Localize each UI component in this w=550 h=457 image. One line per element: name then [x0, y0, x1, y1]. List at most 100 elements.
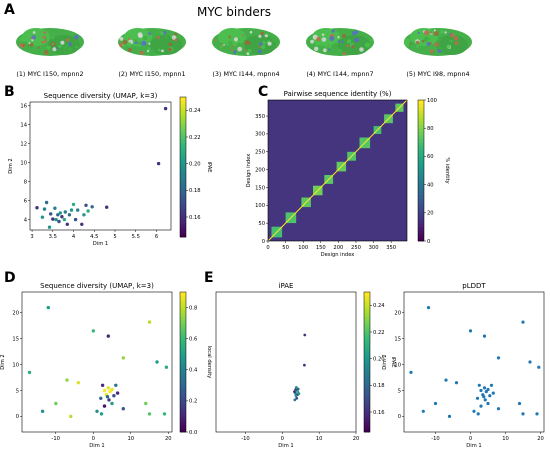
structure-caption-3: (3) MYC I144, mpnn4	[212, 70, 279, 78]
colorbar-segment	[418, 117, 424, 122]
data-point	[27, 370, 32, 375]
colorbar-segment	[180, 414, 186, 419]
structure-atom	[157, 33, 160, 36]
colorbar-segment	[180, 418, 186, 422]
colorbar-segment	[418, 195, 424, 200]
structure-atom	[127, 47, 133, 53]
data-point	[99, 412, 104, 416]
structure-atom	[233, 50, 237, 54]
colorbar-segment	[180, 383, 186, 387]
y-tick-label: 150	[255, 185, 265, 191]
structure-atom	[41, 37, 45, 42]
structure-atom	[135, 36, 138, 39]
colorbar-segment	[180, 125, 186, 129]
data-point	[47, 225, 52, 229]
structure-image-2	[118, 28, 186, 56]
x-tick-label: 150	[316, 245, 326, 251]
colorbar-label: local density	[206, 346, 212, 379]
structure-atom	[221, 35, 226, 39]
plot-frame	[403, 291, 545, 433]
plot-title: Pairwise sequence identity (%)	[284, 90, 392, 98]
colorbar-segment	[418, 212, 424, 217]
structure-atom	[434, 42, 439, 47]
colorbar-segment	[418, 223, 424, 228]
colorbar-segment	[418, 103, 424, 108]
colorbar-segment	[180, 216, 186, 220]
y-tick-label: 20	[12, 311, 19, 317]
structure-caption-5: (5) MYC I98, mpnn4	[406, 70, 469, 78]
y-tick-label: 15	[394, 336, 401, 342]
structure-atom	[430, 31, 433, 34]
structure-atom	[50, 51, 54, 56]
structure-atom	[346, 44, 350, 48]
colorbar-segment	[364, 341, 370, 345]
y-tick-label: 350	[255, 114, 265, 120]
data-point	[294, 386, 298, 389]
data-point	[115, 391, 120, 395]
x-tick-label: 50	[282, 245, 289, 251]
colorbar-segment	[418, 128, 424, 133]
data-point	[76, 208, 80, 212]
colorbar-segment	[180, 404, 186, 408]
structure-atom	[237, 46, 243, 52]
colorbar-tick-label: 0.2	[189, 399, 197, 405]
x-tick-label: -10	[241, 436, 249, 442]
colorbar-segment	[418, 219, 424, 224]
colorbar-segment	[364, 302, 370, 307]
structure-atom	[335, 44, 339, 48]
x-tick-label: 6	[155, 234, 158, 240]
colorbar-segment	[418, 209, 424, 214]
y-tick-label: 0	[262, 239, 265, 245]
x-tick-label: 20	[353, 436, 360, 442]
structure-atom	[260, 31, 264, 36]
data-point	[91, 329, 96, 333]
colorbar-segment	[418, 159, 424, 164]
x-tick-label: 0	[92, 436, 95, 442]
structure-atom	[214, 38, 217, 42]
colorbar-segment	[364, 428, 370, 433]
colorbar-segment	[180, 390, 186, 394]
structure-atom	[417, 31, 420, 34]
plot-frame	[21, 291, 173, 433]
colorbar-label: % identity	[444, 157, 450, 183]
data-point	[53, 206, 57, 210]
x-tick-label: 0	[281, 436, 284, 442]
data-point	[486, 401, 490, 406]
plot-frame	[29, 101, 172, 231]
colorbar-segment	[364, 376, 370, 380]
data-point	[46, 305, 50, 310]
colorbar-segment	[180, 205, 186, 210]
structure-atom	[428, 37, 431, 40]
colorbar-segment	[180, 299, 186, 303]
data-point	[482, 334, 487, 338]
structure-atom	[258, 45, 262, 48]
data-point	[521, 412, 525, 416]
colorbar-segment	[364, 390, 370, 394]
structure-atom	[174, 38, 178, 42]
structure-atom	[415, 40, 420, 45]
colorbar-tick-label: 0.18	[373, 383, 385, 389]
panel-letter-c: C	[258, 84, 268, 100]
structure-atom	[41, 40, 45, 44]
structure-atom	[264, 34, 268, 38]
colorbar-segment	[418, 131, 424, 136]
structure-atom	[63, 45, 68, 50]
colorbar-segment	[418, 216, 424, 221]
panel-a: MYC binders (1) MYC I150, mpnn2 (2) MYC I…	[16, 5, 472, 78]
colorbar-segment	[180, 111, 186, 115]
colorbar-segment	[180, 198, 186, 203]
x-tick-label: 20	[165, 436, 172, 442]
structure-atom	[148, 32, 151, 35]
data-point	[433, 401, 438, 406]
data-point	[102, 404, 107, 408]
data-point	[71, 202, 76, 207]
structure-image-1	[16, 28, 84, 56]
data-point	[95, 409, 99, 413]
colorbar-frame	[179, 96, 187, 238]
colorbar-segment	[180, 348, 186, 352]
colorbar-segment	[180, 386, 186, 391]
structure-atom	[119, 36, 124, 41]
colorbar-segment	[180, 184, 186, 189]
colorbar-segment	[418, 145, 424, 150]
